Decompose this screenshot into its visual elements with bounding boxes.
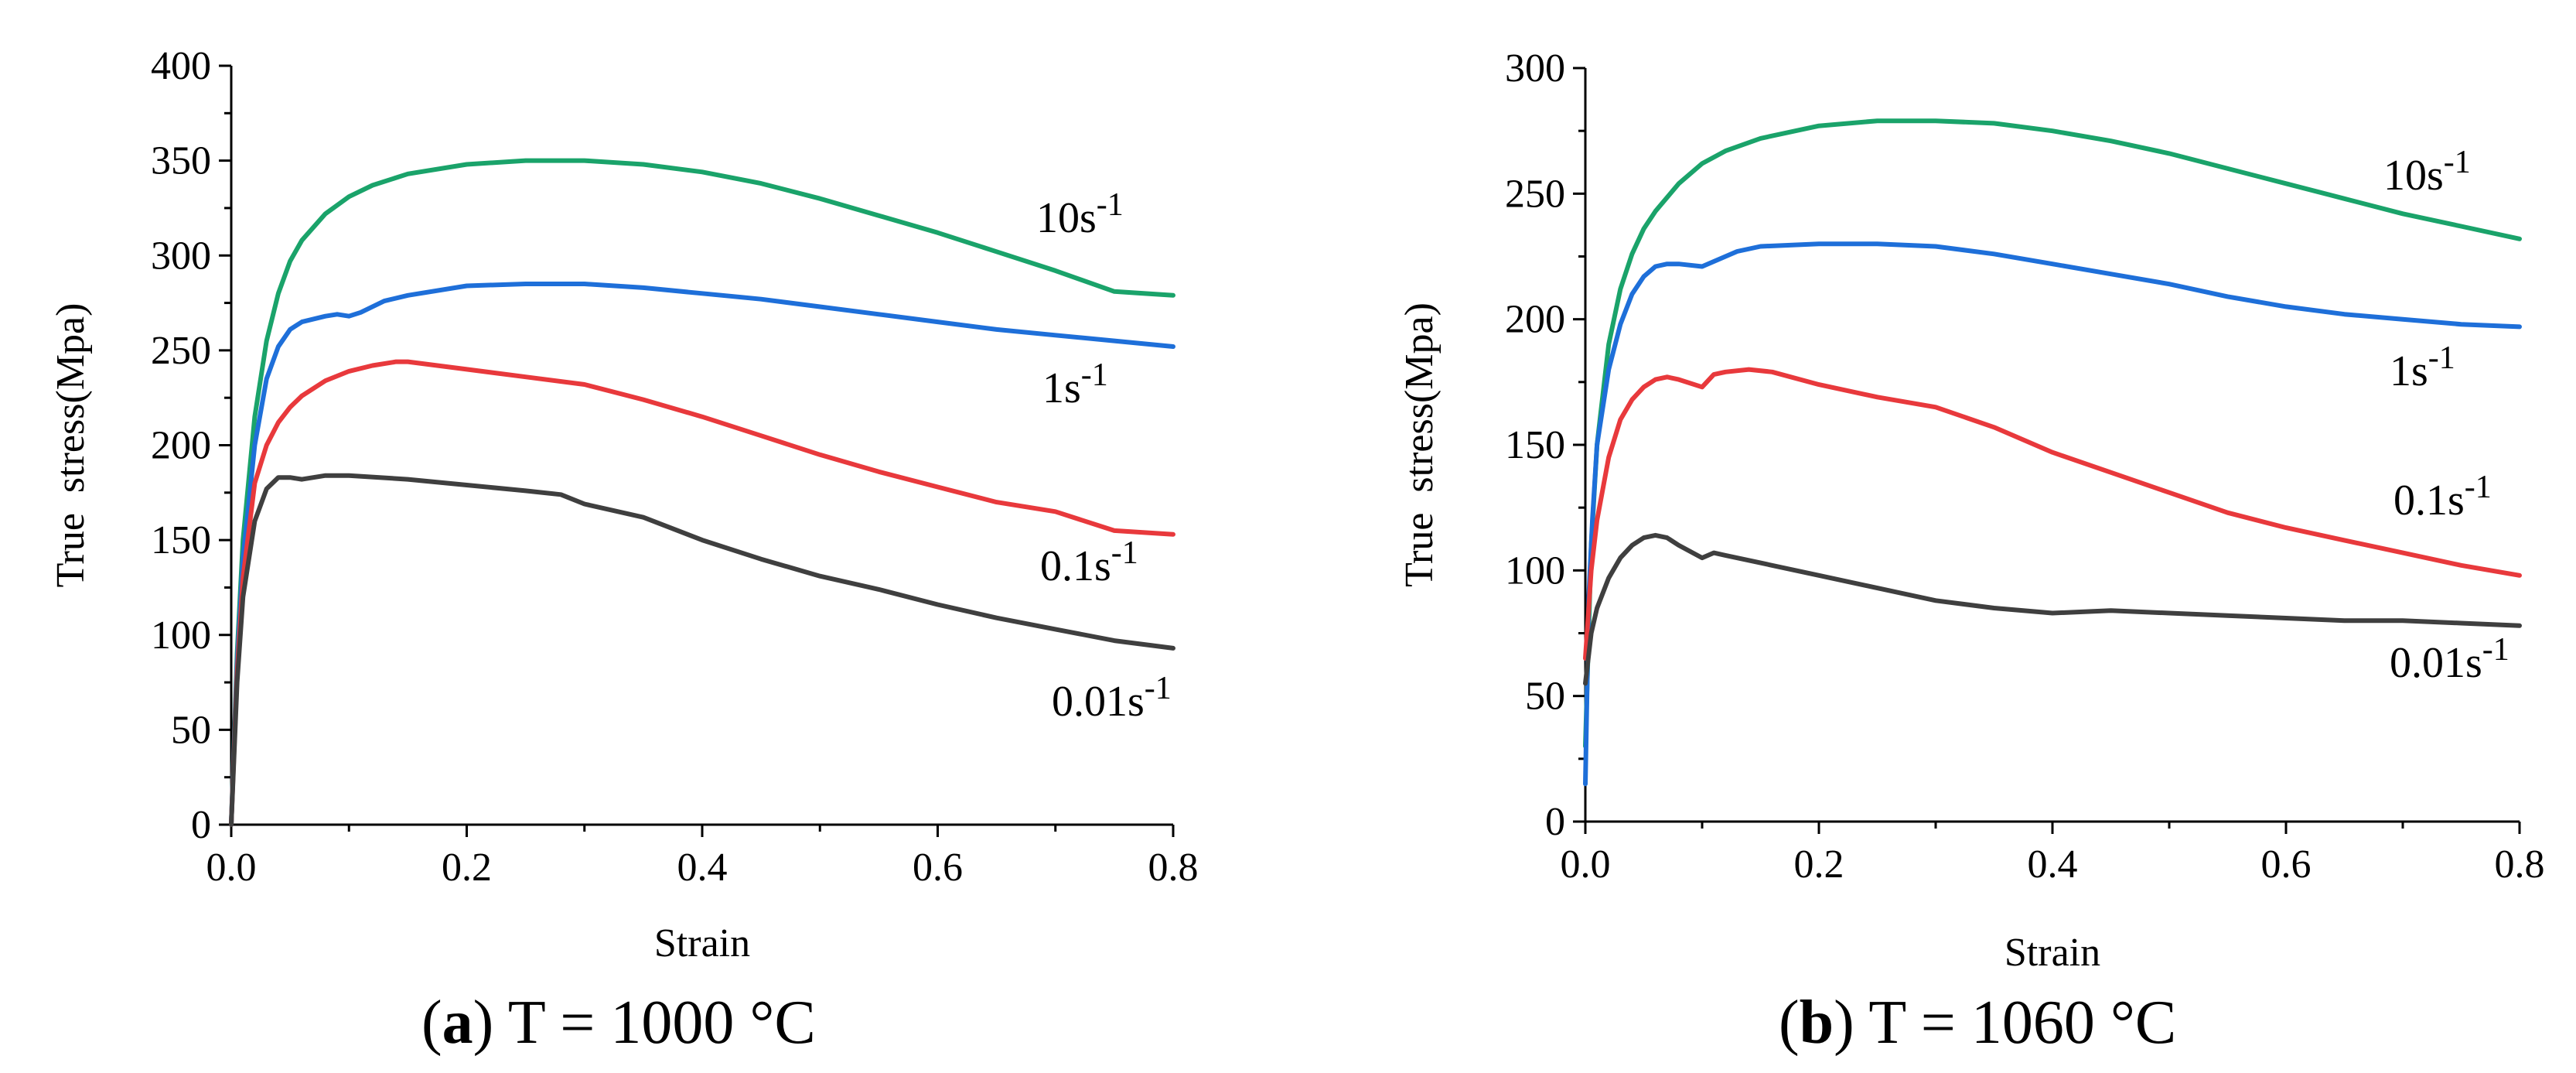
pb-series-label-1sinv: 1s-1 [2390, 340, 2455, 395]
caption-a: (a) T = 1000 °C [421, 989, 816, 1057]
pb-y-tick-label: 50 [1525, 675, 1565, 719]
pb-x-tick-label: 0.4 [2028, 842, 2078, 887]
pb-series-label-superscript: -1 [2444, 145, 2471, 180]
pb-series-label-base: 0.01s [2390, 639, 2482, 687]
pb-series-label-10sinv: 10s-1 [2383, 145, 2471, 200]
pa-series-label-001sinv: 0.01s-1 [1052, 671, 1172, 726]
pa-y-tick-label: 200 [151, 424, 211, 468]
pa-series-label-1sinv: 1s-1 [1042, 357, 1108, 412]
pa-x-tick-label: 0.0 [206, 846, 257, 890]
pb-series-label-base: 10s [2383, 152, 2444, 200]
pb-series-label-01sinv: 0.1s-1 [2393, 470, 2492, 525]
pb-y-tick-label: 0 [1545, 800, 1565, 844]
pb-series-label-base: 1s [2390, 347, 2428, 395]
pb-series-label-superscript: -1 [2465, 470, 2492, 505]
pa-y-axis-title: True stress(Mpa) [49, 303, 93, 588]
chart-panel-b: 0 50 100 150 200 250 300 0.0 0.2 0.4 0.6 0.8 Strain T… [1397, 46, 2545, 975]
pa-series-label-base: 1s [1042, 364, 1081, 412]
pa-x-tick-label: 0.2 [442, 846, 492, 890]
pb-x-tick-label: 0.0 [1561, 842, 1611, 887]
pa-x-tick-label: 0.4 [677, 846, 728, 890]
pb-series-line-01sinv [1583, 367, 2522, 661]
pb-y-tick-label: 150 [1505, 423, 1565, 467]
pb-y-tick-label: 300 [1505, 46, 1565, 91]
pb-x-tick-label: 0.8 [2495, 842, 2545, 887]
pb-series-label-001sinv: 0.01s-1 [2390, 632, 2509, 687]
pb-y-tick-label: 250 [1505, 172, 1565, 216]
pa-y-tick-label: 250 [151, 329, 211, 373]
pa-series-label-10sinv: 10s-1 [1036, 187, 1124, 242]
pb-y-tick-label: 100 [1505, 548, 1565, 593]
pa-series-line-01sinv [229, 359, 1175, 827]
pa-series-label-01sinv: 0.1s-1 [1040, 535, 1138, 590]
pa-series-label-superscript: -1 [1081, 357, 1108, 393]
pa-y-tick-label: 150 [151, 518, 211, 562]
caption-b-text: T = 1060 °C [1854, 989, 2176, 1057]
pa-series-label-superscript: -1 [1111, 535, 1138, 571]
chart-panel-a: 0 50 100 150 200 250 300 350 400 0.0 0.2 0.4 0.6 0.8 S… [49, 44, 1199, 965]
pa-series-label-base: 0.01s [1052, 678, 1145, 726]
pa-y-tick-label: 100 [151, 613, 211, 658]
pb-series-line-10sinv [1583, 118, 2522, 749]
pa-series-label-superscript: -1 [1145, 671, 1172, 706]
caption-a-text: T = 1000 °C [493, 989, 815, 1057]
pa-y-tick-label: 350 [151, 139, 211, 183]
pb-x-axis-title: Strain [2005, 931, 2100, 975]
pa-y-tick-label: 400 [151, 44, 211, 88]
pa-series-label-base: 10s [1036, 194, 1097, 242]
pb-series-label-superscript: -1 [2428, 340, 2455, 376]
caption-b-letter: b [1800, 989, 1834, 1057]
pa-x-tick-label: 0.8 [1148, 846, 1199, 890]
pa-series-line-10sinv [229, 158, 1175, 827]
pb-series-line-1sinv [1583, 241, 2522, 787]
pa-series-label-base: 0.1s [1040, 542, 1111, 590]
pb-series-label-superscript: -1 [2482, 632, 2509, 668]
caption-a-letter: a [442, 989, 473, 1057]
pa-y-tick-label: 300 [151, 234, 211, 278]
pa-y-tick-label: 0 [191, 803, 211, 847]
pb-y-tick-label: 200 [1505, 298, 1565, 342]
pa-series-line-001sinv [229, 473, 1175, 827]
pb-x-tick-label: 0.2 [1794, 842, 1844, 887]
pa-y-tick-label: 50 [171, 708, 211, 752]
pb-series-line-001sinv [1583, 532, 2522, 686]
pa-series-label-superscript: -1 [1097, 187, 1124, 223]
pa-x-axis-title: Strain [654, 921, 750, 965]
pb-x-tick-label: 0.6 [2261, 842, 2312, 887]
caption-b: (b) T = 1060 °C [1779, 989, 2176, 1057]
pb-y-axis-title: True stress(Mpa) [1397, 302, 1442, 587]
pa-series-line-1sinv [229, 282, 1175, 827]
pb-series-label-base: 0.1s [2393, 477, 2465, 525]
pa-x-tick-label: 0.6 [913, 846, 963, 890]
